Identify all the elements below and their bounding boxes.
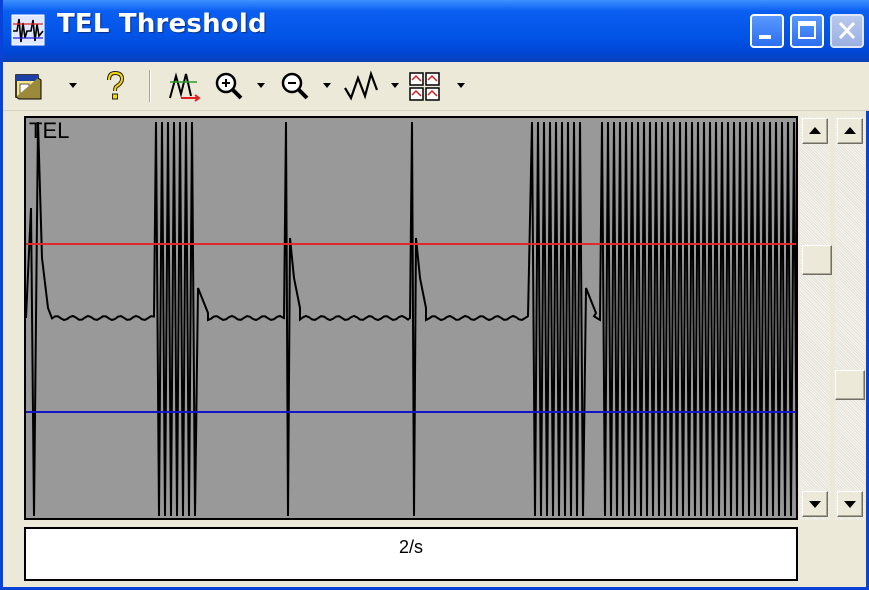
upper-threshold-up-button[interactable] [802, 118, 828, 144]
lower-threshold-down-button[interactable] [837, 491, 863, 517]
zoom-in-dropdown[interactable] [257, 83, 265, 88]
signal-plot[interactable]: TEL [24, 116, 798, 520]
window-title: TEL Threshold [57, 9, 267, 39]
upper-threshold-slider-thumb[interactable] [802, 245, 832, 275]
auto-scale-icon[interactable] [167, 68, 203, 104]
close-button[interactable] [830, 14, 864, 48]
rate-readout: 2/s [398, 537, 423, 557]
minimize-icon [759, 35, 771, 39]
close-icon [838, 21, 856, 40]
waveform-icon[interactable] [343, 68, 379, 104]
toolbar-separator [149, 70, 151, 102]
window-icon[interactable] [13, 68, 43, 104]
maximize-icon [798, 21, 816, 39]
lower-threshold-scroll-track[interactable] [835, 117, 865, 520]
zoom-in-icon[interactable] [213, 68, 245, 104]
help-icon[interactable] [103, 68, 127, 104]
signal-trace [26, 121, 796, 517]
title-bar[interactable]: TEL Threshold [3, 0, 869, 62]
signal-trace-canvas [26, 121, 796, 517]
upper-threshold-scroll-track[interactable] [800, 117, 830, 520]
grid-layout-dropdown[interactable] [457, 83, 465, 88]
rate-status-panel: 2/s [24, 527, 798, 581]
zoom-out-icon[interactable] [279, 68, 311, 104]
waveform-app-icon [11, 14, 45, 46]
maximize-button[interactable] [790, 14, 824, 48]
lower-threshold-slider-thumb[interactable] [835, 370, 865, 400]
grid-layout-icon[interactable] [407, 68, 443, 104]
lower-threshold-up-button[interactable] [837, 118, 863, 144]
upper-threshold-down-button[interactable] [802, 491, 828, 517]
channel-label: TEL [29, 118, 70, 143]
zoom-out-dropdown[interactable] [323, 83, 331, 88]
toolbar [3, 62, 869, 111]
minimize-button[interactable] [750, 14, 784, 48]
window-menu-dropdown[interactable] [69, 83, 77, 88]
waveform-dropdown[interactable] [391, 83, 399, 88]
